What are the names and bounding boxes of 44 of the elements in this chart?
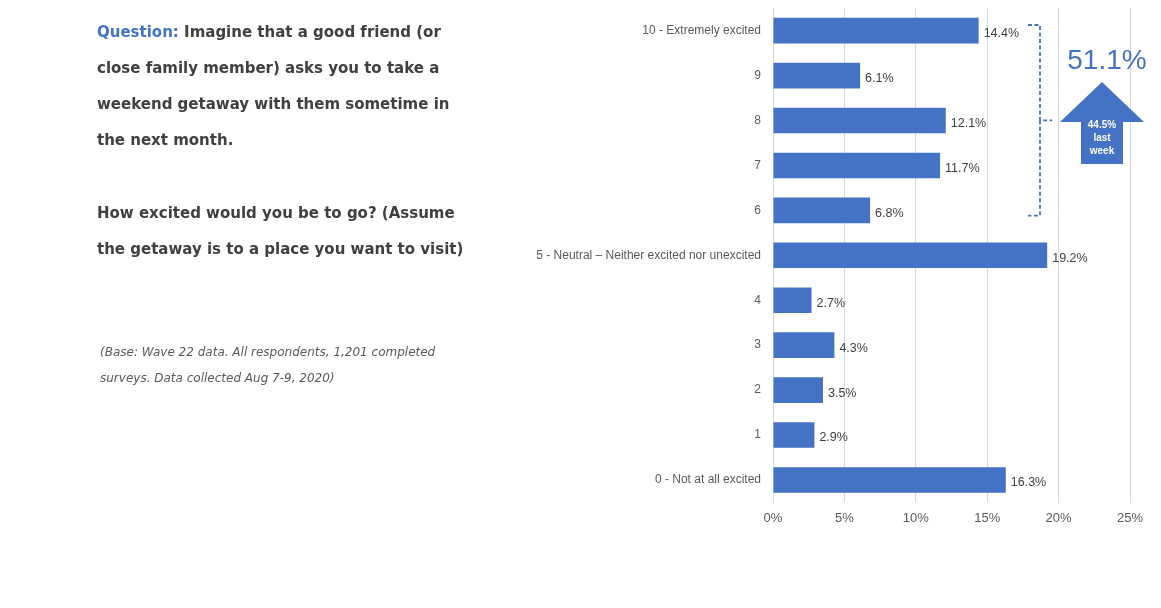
y-tick-label: 0 - Not at all excited — [654, 472, 761, 487]
data-label: 16.3% — [1010, 475, 1047, 490]
data-label: 12.1% — [950, 115, 987, 130]
y-tick-label: 2 — [754, 382, 762, 397]
data-label: 2.7% — [816, 295, 846, 310]
y-tick-label: 9 — [754, 67, 762, 82]
data-label: 2.9% — [819, 430, 848, 445]
y-tick-label: 7 — [754, 157, 762, 172]
bar — [773, 422, 815, 448]
data-label: 6.8% — [875, 205, 904, 220]
chart-title: Question: Imagine that a good friend (or close family member) asks you to take a weekend getaway with them sometime in the next month. — [97, 23, 450, 149]
y-tick-label: 5 - Neutral – Neither excited nor unexcited — [536, 247, 761, 262]
data-label: 14.4% — [983, 26, 1020, 41]
y-tick-label: 10 - Extremely excited — [642, 22, 761, 37]
y-tick-label: 3 — [754, 337, 762, 352]
x-tick-label: 5% — [835, 509, 855, 525]
y-tick-label: 1 — [754, 427, 762, 442]
annotation: 51.1% — [1066, 44, 1148, 76]
x-tick-label: 20% — [1045, 509, 1073, 525]
bar — [773, 197, 871, 224]
data-label: 19.2% — [1052, 250, 1088, 265]
text: How excited would you be to go? (Assume the getaway is to a place you want to visit) — [97, 204, 464, 258]
x-tick-label: 0% — [763, 509, 783, 525]
annotation: 44.5% last week — [1086, 118, 1118, 157]
data-label: 6.1% — [865, 71, 894, 86]
bar — [773, 377, 823, 403]
y-tick-label: 6 — [754, 202, 762, 217]
data-label: 3.5% — [827, 385, 857, 400]
data-label: 11.7% — [945, 160, 980, 175]
bar — [773, 152, 941, 179]
text: (Base: Wave 22 data. All respondents, 1,201 completed surveys. Data collected Aug 7-9, 2020) — [100, 344, 437, 387]
x-tick-label: 15% — [974, 509, 1001, 525]
x-tick-label: 25% — [1116, 509, 1144, 525]
bar — [773, 17, 979, 44]
bar — [773, 242, 1048, 269]
bar — [773, 62, 861, 89]
bar — [773, 287, 812, 314]
bar — [773, 467, 1006, 493]
bar — [773, 332, 835, 358]
y-tick-label: 8 — [754, 112, 762, 127]
bar — [773, 107, 946, 134]
x-tick-label: 10% — [902, 509, 930, 525]
data-label: 4.3% — [839, 340, 868, 355]
y-tick-label: 4 — [754, 292, 762, 307]
